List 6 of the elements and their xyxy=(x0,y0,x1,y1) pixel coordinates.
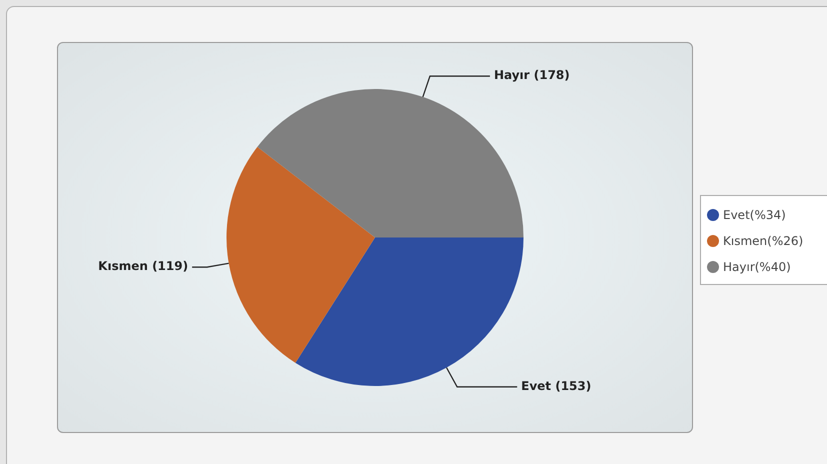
data-label: Hayır (178) xyxy=(494,68,570,82)
data-label: Evet (153) xyxy=(521,379,592,394)
legend-label: Hayır(%40) xyxy=(723,260,791,274)
legend-label: Evet(%34) xyxy=(723,208,786,222)
data-label: Kısmen (119) xyxy=(98,259,188,274)
legend-label: Kısmen(%26) xyxy=(723,234,804,248)
